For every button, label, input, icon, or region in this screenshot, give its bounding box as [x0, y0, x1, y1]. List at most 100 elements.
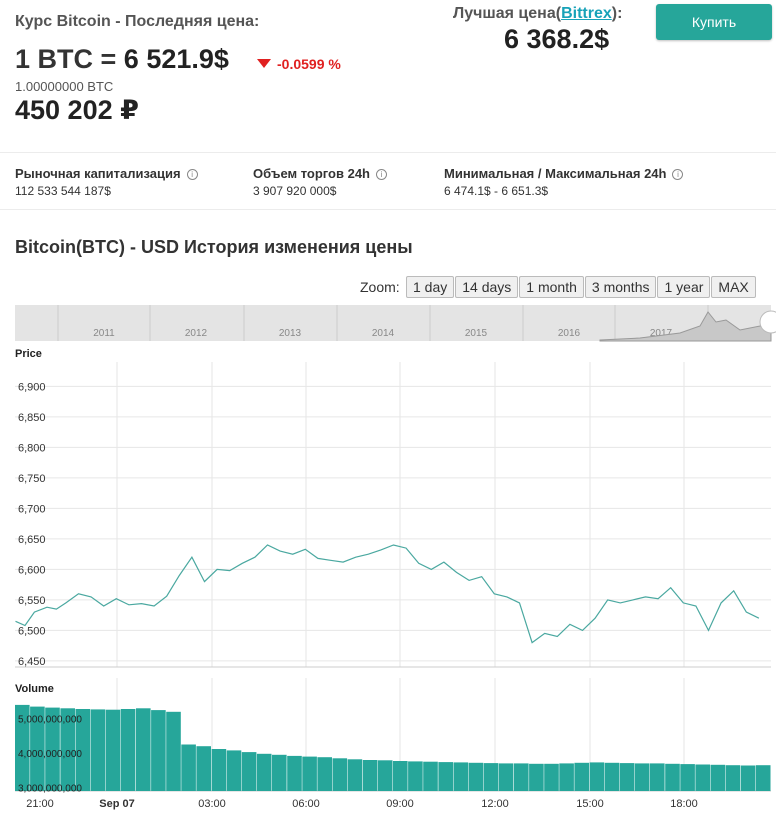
buy-button[interactable]: Купить [656, 4, 772, 40]
x-tick-label: 21:00 [26, 798, 54, 810]
volume-bar [362, 760, 378, 791]
volume-bar [151, 710, 166, 791]
volume-bar [665, 763, 680, 791]
volume-bar [317, 757, 332, 791]
volume-bar [423, 761, 438, 791]
chart-title: Bitcoin(BTC) - USD История изменения цен… [15, 237, 413, 257]
volume-bar [438, 762, 453, 791]
volume-bar [453, 762, 469, 791]
volume-bar [30, 706, 45, 791]
volume-bar [755, 765, 771, 791]
volume-bar [393, 761, 408, 791]
stat-label-text: Рыночная капитализация [15, 166, 181, 181]
zoom-3-months-button[interactable]: 3 months [584, 276, 657, 298]
volume-bar [347, 759, 363, 791]
btc-rate-value: 6 521.9$ [123, 44, 229, 74]
volume-bar [483, 763, 499, 791]
volume-axis-title: Volume [15, 683, 54, 695]
price-series-line [15, 544, 760, 644]
best-price-suffix: ): [611, 5, 623, 22]
navigator[interactable]: 20112012201320142015201620172018 [15, 305, 776, 342]
volume-bar [105, 709, 121, 791]
price-subtitle: Курс Bitcoin - Последняя цена: [15, 13, 260, 30]
volume-bar [574, 762, 589, 791]
x-tick-label: 03:00 [198, 798, 226, 810]
btc-amount: 1.00000000 BTC [15, 79, 114, 94]
price-tick-label: 6,450 [18, 656, 46, 668]
stat-minmax-label: Минимальная / Максимальная 24h i [444, 166, 684, 181]
stat-volume-value: 3 907 920 000$ [253, 184, 337, 198]
info-icon[interactable]: i [376, 169, 387, 180]
zoom-14-days-button[interactable]: 14 days [455, 276, 519, 298]
volume-bar [287, 755, 302, 791]
navigator-year-label: 2017 [650, 328, 673, 339]
volume-tick-label: 3,000,000,000 [18, 784, 82, 795]
navigator-year-label: 2016 [558, 328, 581, 339]
volume-bar [45, 707, 60, 791]
zoom-buttons: 1 day 14 days 1 month 3 months 1 year MA… [406, 276, 756, 298]
btc-rate-label: 1 BTC = [15, 44, 117, 74]
rub-value: 450 202 ₽ [15, 95, 139, 125]
volume-bar [468, 762, 484, 791]
volume-bar [166, 711, 181, 791]
volume-bar [589, 762, 605, 791]
volume-bar [302, 756, 317, 791]
stat-market-cap-value: 112 533 544 187$ [15, 184, 111, 198]
stat-label-text: Объем торгов 24h [253, 166, 370, 181]
zoom-1-month-button[interactable]: 1 month [519, 276, 584, 298]
x-tick-label: Sep 07 [99, 798, 134, 810]
price-tick-label: 6,800 [18, 442, 46, 454]
volume-bar [710, 764, 726, 791]
price-change-value: -0.0599 % [277, 56, 341, 72]
volume-bar [332, 758, 348, 791]
best-price-prefix: Лучшая цена( [453, 5, 562, 22]
down-arrow-icon [257, 59, 271, 68]
btc-rate: 1 BTC = 6 521.9$ [15, 44, 229, 75]
stat-market-cap-label: Рыночная капитализация i [15, 166, 198, 181]
volume-bar [272, 754, 287, 791]
navigator-background [15, 305, 771, 341]
volume-bar [377, 760, 393, 791]
volume-bar [634, 763, 650, 791]
zoom-1-year-button[interactable]: 1 year [657, 276, 711, 298]
zoom-max-button[interactable]: MAX [711, 276, 756, 298]
stat-label-text: Минимальная / Максимальная 24h [444, 166, 667, 181]
volume-tick-label: 5,000,000,000 [18, 715, 82, 726]
stat-volume-label: Объем торгов 24h i [253, 166, 387, 181]
volume-bar [256, 753, 272, 791]
exchange-link[interactable]: Bittrex [561, 5, 612, 22]
volume-tick-label: 4,000,000,000 [18, 749, 82, 760]
x-tick-label: 09:00 [386, 798, 414, 810]
volume-bar [196, 746, 211, 791]
price-axis-title: Price [15, 348, 42, 360]
volume-bar [211, 749, 227, 791]
navigator-year-label: 2014 [372, 328, 395, 339]
info-icon[interactable]: i [186, 169, 198, 180]
best-price-value: 6 368.2$ [504, 24, 610, 54]
navigator-year-label: 2015 [465, 328, 488, 339]
volume-bar [60, 708, 75, 791]
navigator-series [599, 311, 772, 342]
volume-bar [740, 765, 756, 791]
price-tick-label: 6,700 [18, 503, 46, 515]
volume-bar [529, 763, 544, 791]
volume-bar [514, 763, 529, 791]
volume-bar [75, 709, 91, 791]
price-chart: 20112012201320142015201620172018 Price 6… [15, 305, 776, 810]
price-tick-label: 6,600 [18, 564, 46, 576]
zoom-label: Zoom: [360, 279, 400, 295]
price-tick-label: 6,900 [18, 381, 46, 393]
zoom-1-day-button[interactable]: 1 day [406, 276, 455, 298]
volume-bar [695, 764, 710, 791]
volume-bar [680, 764, 695, 791]
volume-bar [650, 763, 665, 791]
navigator-handle[interactable] [759, 310, 776, 334]
price-tick-label: 6,850 [18, 412, 46, 424]
info-icon[interactable]: i [672, 169, 684, 180]
stat-minmax-value: 6 474.1$ - 6 651.3$ [444, 184, 549, 198]
best-price-label: Лучшая цена(Bittrex): [453, 5, 622, 23]
price-tick-label: 6,650 [18, 534, 46, 546]
x-tick-label: 06:00 [292, 798, 320, 810]
volume-bar [15, 704, 30, 791]
volume-bar [544, 763, 559, 791]
